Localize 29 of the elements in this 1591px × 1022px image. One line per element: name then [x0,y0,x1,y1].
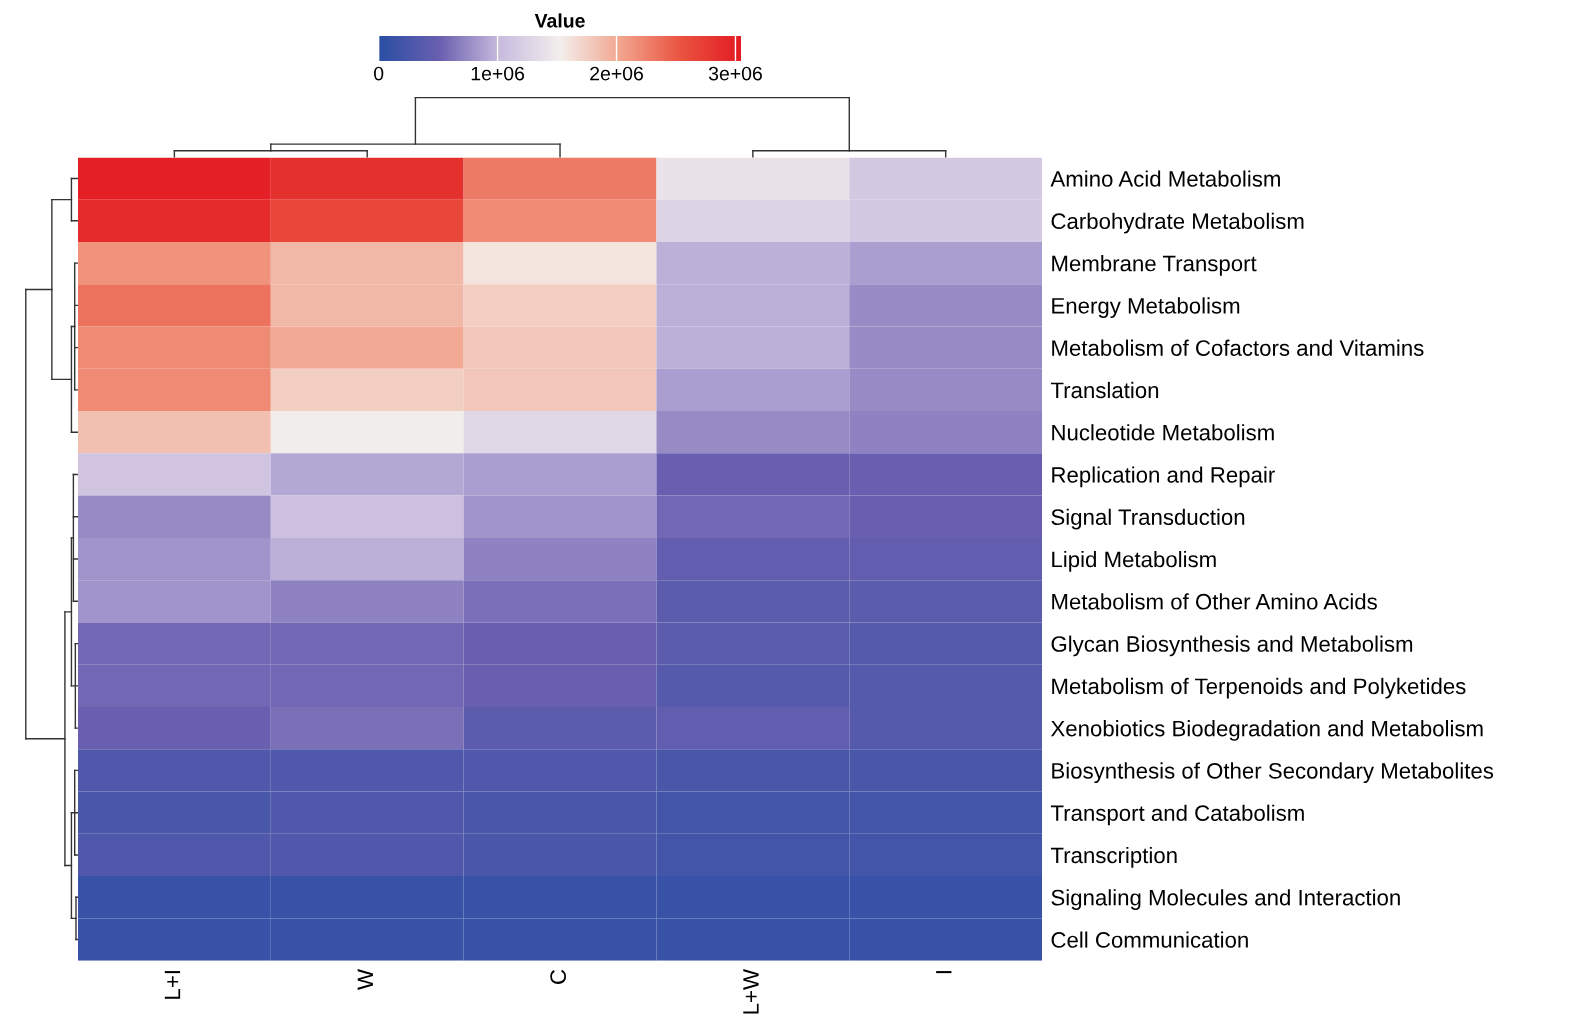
y-tick-label: Transcription [1050,846,1177,868]
color-bar-label: 2e+06 [590,66,643,81]
y-tick-label: Metabolism of Other Amino Acids [1052,593,1377,610]
y-tick-label: Translation [1050,381,1159,399]
y-tick-label: Metabolism of Cofactors and Vitamins [1052,339,1424,356]
y-tick-label: Metabolism of Terpenoids and Polyketides [1052,677,1466,699]
color-bar-label: 0 [374,66,384,81]
x-tick-label: W [357,969,373,990]
y-tick-label: Membrane Transport [1052,255,1257,276]
y-tick-label: Xenobiotics Biodegradation and Metabolism [1050,720,1483,741]
y-tick-label: Energy Metabolism [1052,297,1240,319]
y-tick-label: Nucleotide Metabolism [1052,424,1274,441]
y-tick-label: Replication and Repair [1052,466,1275,488]
y-tick-label: Transport and Catabolism [1050,804,1304,826]
color-bar-label: 3e+06 [708,66,762,81]
color-bar-title: Value [534,13,585,28]
y-tick-label: Signaling Molecules and Interaction [1051,889,1400,910]
y-tick-label: Glycan Biosynthesis and Metabolism [1051,635,1413,657]
y-tick-label: Signal Transduction [1051,508,1245,530]
x-tick-label: L+W [743,969,759,1014]
x-tick-label: L+I [164,971,181,999]
y-tick-label: Carbohydrate Metabolism [1051,212,1304,234]
color-bar-label: 1e+06 [471,66,525,81]
y-tick-label: Cell Communication [1051,931,1248,948]
y-tick-label: Lipid Metabolism [1052,550,1216,572]
y-tick-label: Biosynthesis of Other Secondary Metabolites [1052,762,1494,784]
y-tick-label: Amino Acid Metabolism [1050,170,1280,187]
x-tick-label: C [550,969,566,984]
x-tick-label: I [936,971,952,974]
